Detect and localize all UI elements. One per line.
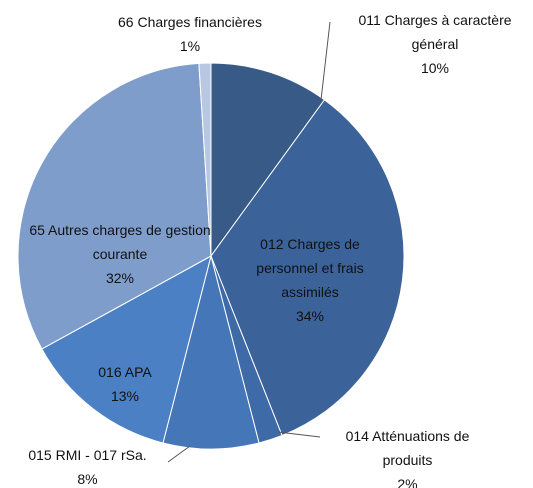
leader-line bbox=[167, 445, 191, 463]
category-label: 66 Charges financières bbox=[118, 14, 262, 30]
value-label: 1% bbox=[179, 38, 201, 54]
category-label: 015 RMI - 017 rSa. bbox=[28, 447, 147, 463]
pie-slice bbox=[210, 62, 326, 258]
slice-label: 014 Atténuations de produits 2% bbox=[325, 424, 490, 488]
value-label: 8% bbox=[77, 471, 98, 487]
category-label: 016 APA bbox=[98, 364, 152, 380]
value-label: 32% bbox=[105, 270, 135, 286]
pie-slice bbox=[41, 255, 212, 444]
slice-label: 012 Charges de personnel et frais assimi… bbox=[240, 232, 380, 328]
slice-label: 65 Autres charges de gestion courante 32% bbox=[20, 218, 220, 290]
value-label: 34% bbox=[295, 308, 325, 324]
value-label: 2% bbox=[397, 476, 418, 488]
pie-slice bbox=[17, 62, 212, 350]
leader-line bbox=[320, 21, 331, 101]
category-label: 65 Autres charges de gestion courante bbox=[29, 222, 211, 262]
slice-label: 66 Charges financières 1% bbox=[90, 10, 290, 58]
pie-slice bbox=[198, 62, 212, 257]
category-label: 012 Charges de personnel et frais assimi… bbox=[256, 236, 364, 300]
category-label: 011 Charges à caractère général bbox=[358, 12, 512, 52]
category-label: 014 Atténuations de produits bbox=[345, 428, 470, 468]
slice-label: 015 RMI - 017 rSa. 8% bbox=[5, 443, 170, 488]
slice-label: 011 Charges à caractère général 10% bbox=[350, 8, 520, 80]
leader-line bbox=[277, 431, 321, 438]
pie-slice bbox=[210, 99, 405, 437]
value-label: 10% bbox=[420, 60, 450, 76]
slice-label: 016 APA 13% bbox=[60, 360, 190, 408]
value-label: 13% bbox=[110, 388, 140, 404]
pie-slice bbox=[162, 255, 260, 450]
